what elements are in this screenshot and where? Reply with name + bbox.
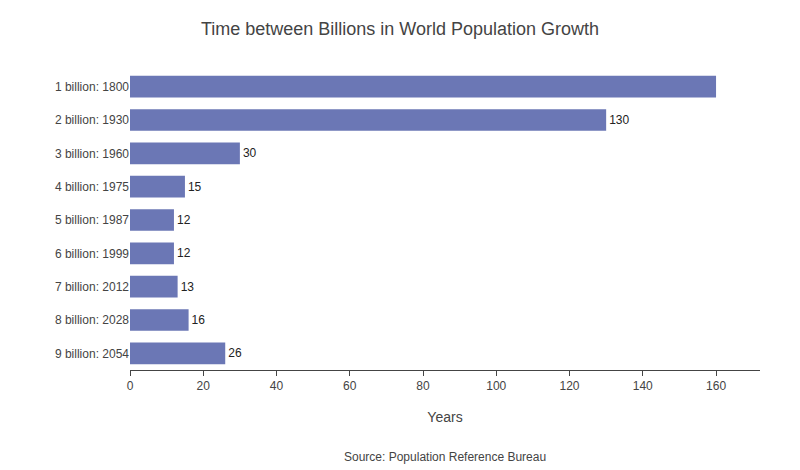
svg-text:Years: Years bbox=[427, 409, 462, 425]
svg-text:1 billion: 1800: 1 billion: 1800 bbox=[55, 80, 129, 94]
svg-text:130: 130 bbox=[609, 113, 629, 127]
svg-text:9 billion: 2054: 9 billion: 2054 bbox=[55, 347, 129, 361]
svg-text:7 billion: 2012: 7 billion: 2012 bbox=[55, 280, 129, 294]
svg-text:16: 16 bbox=[192, 313, 206, 327]
svg-text:4 billion: 1975: 4 billion: 1975 bbox=[55, 180, 129, 194]
svg-text:120: 120 bbox=[560, 379, 580, 393]
svg-text:15: 15 bbox=[188, 180, 202, 194]
svg-text:20: 20 bbox=[197, 379, 211, 393]
svg-text:140: 140 bbox=[633, 379, 653, 393]
svg-text:2 billion: 1930: 2 billion: 1930 bbox=[55, 113, 129, 127]
svg-text:12: 12 bbox=[177, 246, 191, 260]
svg-text:40: 40 bbox=[270, 379, 284, 393]
svg-text:6 billion: 1999: 6 billion: 1999 bbox=[55, 247, 129, 261]
svg-text:60: 60 bbox=[343, 379, 357, 393]
svg-text:12: 12 bbox=[177, 213, 191, 227]
svg-text:3 billion: 1960: 3 billion: 1960 bbox=[55, 147, 129, 161]
svg-text:80: 80 bbox=[416, 379, 430, 393]
svg-text:Source: Population Reference B: Source: Population Reference Bureau bbox=[344, 450, 546, 464]
svg-text:Time between Billions in World: Time between Billions in World Populatio… bbox=[201, 19, 599, 39]
svg-text:5 billion: 1987: 5 billion: 1987 bbox=[55, 213, 129, 227]
svg-text:13: 13 bbox=[181, 280, 195, 294]
svg-text:0: 0 bbox=[127, 379, 134, 393]
svg-text:8 billion: 2028: 8 billion: 2028 bbox=[55, 313, 129, 327]
svg-text:30: 30 bbox=[243, 146, 257, 160]
svg-text:26: 26 bbox=[228, 346, 242, 360]
svg-text:100: 100 bbox=[486, 379, 506, 393]
svg-text:160: 160 bbox=[706, 379, 726, 393]
